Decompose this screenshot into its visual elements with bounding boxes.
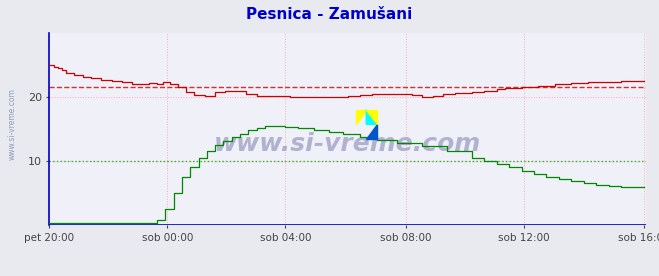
Polygon shape <box>366 110 376 124</box>
Text: www.si-vreme.com: www.si-vreme.com <box>214 132 481 156</box>
Text: www.si-vreme.com: www.si-vreme.com <box>8 88 17 160</box>
Polygon shape <box>366 124 376 139</box>
Polygon shape <box>356 110 366 124</box>
Polygon shape <box>366 110 376 124</box>
Text: Pesnica - Zamušani: Pesnica - Zamušani <box>246 7 413 22</box>
